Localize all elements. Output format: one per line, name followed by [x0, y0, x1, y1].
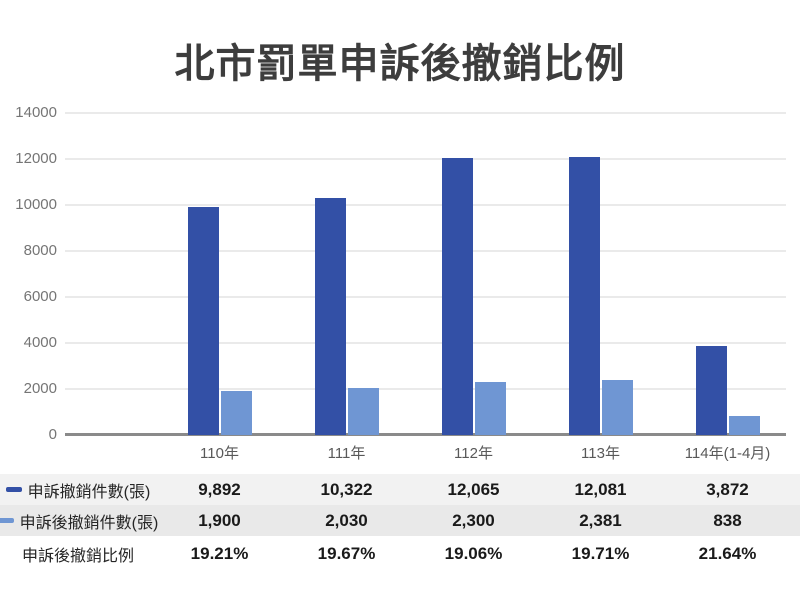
bar-revoked-111年	[348, 388, 379, 435]
y-axis-tick-label: 8000	[23, 242, 57, 259]
legend-marker-icon	[0, 518, 14, 523]
table-cell-value: 2,030	[325, 510, 368, 530]
table-cell-value: 19.06%	[444, 544, 503, 563]
bar-appeals-114年(1-4月)	[696, 346, 727, 435]
row-label: 申訴撤銷件數(張)	[0, 478, 156, 502]
gridline	[65, 388, 786, 390]
category-label: 111年	[327, 445, 366, 462]
table-cell-value: 21.64%	[698, 544, 757, 563]
category-label: 110年	[200, 445, 239, 462]
table-row-revoked: 申訴後撤銷件數(張) 1,900 2,030 2,300 2,381 838	[0, 505, 800, 536]
table-cell-value: 9,892	[198, 479, 241, 499]
bar-appeals-113年	[569, 157, 600, 435]
category-label: 113年	[581, 445, 620, 462]
data-table: 申訴撤銷件數(張) 9,892 10,322 12,065 12,081 3,872 申訴後…	[0, 474, 800, 572]
category-label: 112年	[454, 445, 493, 462]
table-row-grid: 申訴後撤銷比例 19.21% 19.67% 19.06% 19.71% 21.64%	[0, 536, 800, 572]
x-axis-line	[65, 433, 786, 436]
row-label-text: 申訴後撤銷件數(張)	[19, 514, 159, 532]
row-label: 申訴後撤銷件數(張)	[0, 509, 159, 533]
bar-revoked-110年	[221, 391, 252, 435]
row-label-text: 申訴撤銷件數(張)	[27, 483, 151, 501]
gridline	[65, 250, 786, 252]
table-cell-value: 1,900	[198, 510, 241, 530]
gridline	[65, 158, 786, 160]
legend-marker-icon	[5, 487, 22, 492]
y-axis-tick-label: 4000	[23, 334, 57, 351]
row-label: 申訴後撤銷比例	[0, 542, 156, 566]
bar-appeals-112年	[442, 158, 473, 435]
table-cell-value: 2,381	[579, 510, 622, 530]
table-row-appeals: 申訴撤銷件數(張) 9,892 10,322 12,065 12,081 3,872	[0, 474, 800, 505]
bar-revoked-114年(1-4月)	[729, 416, 760, 435]
gridline	[65, 112, 786, 114]
table-row-grid: 申訴後撤銷件數(張) 1,900 2,030 2,300 2,381 838	[0, 505, 800, 536]
gridline	[65, 296, 786, 298]
table-cell-value: 12,081	[574, 479, 627, 499]
y-axis-tick-label: 10000	[15, 196, 57, 213]
y-axis-tick-label: 14000	[15, 104, 57, 121]
table-row-grid: 申訴撤銷件數(張) 9,892 10,322 12,065 12,081 3,872	[0, 474, 800, 505]
table-cell-value: 19.67%	[317, 544, 376, 563]
table-row-ratio: 申訴後撤銷比例 19.21% 19.67% 19.06% 19.71% 21.64%	[0, 536, 800, 572]
category-label: 114年(1-4月)	[684, 445, 771, 462]
bar-appeals-111年	[315, 198, 346, 435]
bar-revoked-112年	[475, 382, 506, 435]
table-cell-value: 19.21%	[190, 544, 249, 563]
gridline	[65, 204, 786, 206]
row-label-text: 申訴後撤銷比例	[21, 548, 134, 565]
bar-revoked-113年	[602, 380, 633, 435]
gridline	[65, 342, 786, 344]
chart-title: 北市罰單申訴後撤銷比例	[174, 42, 626, 86]
bar-appeals-110年	[188, 207, 219, 435]
y-axis-tick-label: 6000	[23, 288, 57, 305]
table-cell-value: 10,322	[320, 479, 373, 499]
y-axis-tick-label: 12000	[15, 150, 57, 167]
table-cell-value: 3,872	[706, 479, 749, 499]
y-axis-tick-label: 2000	[23, 380, 57, 397]
y-axis-tick-label: 0	[48, 426, 57, 443]
table-cell-value: 19.71%	[571, 544, 630, 563]
table-cell-value: 2,300	[452, 510, 495, 530]
table-cell-value: 12,065	[447, 479, 500, 499]
table-cell-value: 838	[713, 510, 742, 530]
